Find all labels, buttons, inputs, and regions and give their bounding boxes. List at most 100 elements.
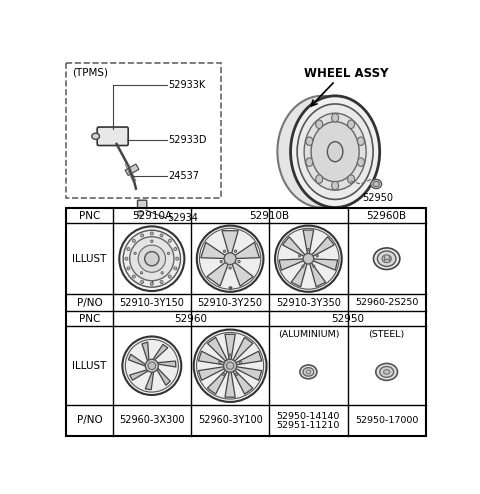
- Ellipse shape: [332, 181, 338, 190]
- Text: 52933D: 52933D: [168, 135, 207, 145]
- Text: 52960-3Y100: 52960-3Y100: [198, 415, 263, 425]
- Ellipse shape: [303, 253, 314, 264]
- Polygon shape: [279, 259, 304, 270]
- Ellipse shape: [229, 267, 231, 269]
- Ellipse shape: [275, 226, 342, 292]
- Text: 52933K: 52933K: [168, 80, 206, 90]
- Polygon shape: [198, 367, 226, 380]
- Polygon shape: [225, 370, 235, 397]
- Ellipse shape: [140, 272, 143, 274]
- Polygon shape: [231, 261, 253, 286]
- Text: ILLUST: ILLUST: [72, 361, 107, 370]
- Text: 52910A: 52910A: [132, 210, 172, 221]
- Ellipse shape: [161, 272, 163, 274]
- Text: 52934: 52934: [167, 213, 198, 223]
- Text: WHEEL ASSY: WHEEL ASSY: [304, 67, 389, 80]
- Ellipse shape: [141, 281, 144, 284]
- Polygon shape: [233, 243, 259, 258]
- Ellipse shape: [382, 255, 391, 262]
- Ellipse shape: [218, 361, 221, 364]
- Polygon shape: [291, 262, 307, 287]
- Polygon shape: [222, 231, 238, 255]
- Ellipse shape: [200, 228, 261, 289]
- Ellipse shape: [160, 234, 163, 237]
- Ellipse shape: [234, 250, 237, 252]
- Ellipse shape: [240, 361, 242, 364]
- Ellipse shape: [223, 373, 225, 376]
- Ellipse shape: [148, 362, 156, 370]
- Ellipse shape: [141, 234, 144, 237]
- Ellipse shape: [348, 175, 355, 183]
- Text: 52960: 52960: [174, 314, 207, 324]
- Text: 52910B: 52910B: [249, 210, 289, 221]
- Polygon shape: [201, 243, 227, 258]
- Ellipse shape: [304, 113, 366, 190]
- Ellipse shape: [168, 275, 171, 278]
- Ellipse shape: [238, 260, 240, 263]
- Ellipse shape: [174, 267, 177, 270]
- Text: 52910-3Y150: 52910-3Y150: [120, 297, 184, 308]
- Ellipse shape: [224, 359, 237, 372]
- Ellipse shape: [235, 373, 238, 376]
- Ellipse shape: [307, 248, 310, 250]
- Ellipse shape: [377, 251, 396, 266]
- Ellipse shape: [132, 240, 135, 243]
- Polygon shape: [154, 361, 176, 367]
- Ellipse shape: [125, 257, 128, 260]
- Ellipse shape: [300, 365, 317, 379]
- Polygon shape: [303, 230, 313, 254]
- Polygon shape: [311, 237, 334, 257]
- Polygon shape: [310, 262, 325, 287]
- Ellipse shape: [197, 226, 264, 292]
- Ellipse shape: [134, 252, 136, 254]
- Ellipse shape: [127, 247, 130, 250]
- Ellipse shape: [150, 232, 153, 235]
- Text: 52950: 52950: [362, 193, 393, 203]
- Text: ILLUST: ILLUST: [72, 254, 107, 264]
- Ellipse shape: [120, 226, 184, 291]
- Polygon shape: [234, 351, 262, 365]
- Text: 52950: 52950: [331, 314, 364, 324]
- Text: 52950-17000: 52950-17000: [355, 416, 419, 425]
- Ellipse shape: [371, 179, 382, 189]
- Ellipse shape: [220, 260, 222, 263]
- Ellipse shape: [151, 240, 153, 243]
- Ellipse shape: [137, 210, 144, 216]
- Text: PNC: PNC: [79, 210, 100, 221]
- Text: 52950-14140: 52950-14140: [276, 412, 340, 421]
- Ellipse shape: [224, 250, 226, 252]
- Polygon shape: [283, 237, 306, 257]
- Ellipse shape: [373, 248, 400, 270]
- Ellipse shape: [358, 158, 364, 166]
- Ellipse shape: [376, 364, 397, 380]
- Polygon shape: [312, 259, 338, 270]
- Text: 52951-11210: 52951-11210: [276, 421, 340, 430]
- Ellipse shape: [306, 158, 313, 166]
- Ellipse shape: [332, 114, 338, 122]
- Ellipse shape: [327, 142, 343, 162]
- Ellipse shape: [227, 362, 234, 370]
- Ellipse shape: [303, 368, 314, 376]
- Ellipse shape: [160, 281, 163, 284]
- Ellipse shape: [306, 370, 311, 374]
- Ellipse shape: [380, 367, 394, 377]
- Polygon shape: [198, 351, 226, 365]
- Text: (ALUMINIUM): (ALUMINIUM): [277, 330, 339, 339]
- Polygon shape: [232, 337, 253, 363]
- Text: 52910-3Y350: 52910-3Y350: [276, 297, 341, 308]
- Ellipse shape: [316, 120, 323, 128]
- Ellipse shape: [150, 283, 153, 286]
- Polygon shape: [155, 366, 170, 385]
- Ellipse shape: [299, 255, 300, 257]
- Ellipse shape: [138, 245, 166, 272]
- Ellipse shape: [122, 336, 181, 395]
- Ellipse shape: [168, 240, 171, 243]
- Ellipse shape: [384, 370, 390, 374]
- Polygon shape: [207, 337, 228, 363]
- Ellipse shape: [174, 247, 177, 250]
- Text: P/NO: P/NO: [77, 297, 102, 308]
- Polygon shape: [151, 344, 168, 362]
- Ellipse shape: [297, 104, 373, 200]
- Ellipse shape: [302, 265, 304, 267]
- Ellipse shape: [123, 230, 180, 287]
